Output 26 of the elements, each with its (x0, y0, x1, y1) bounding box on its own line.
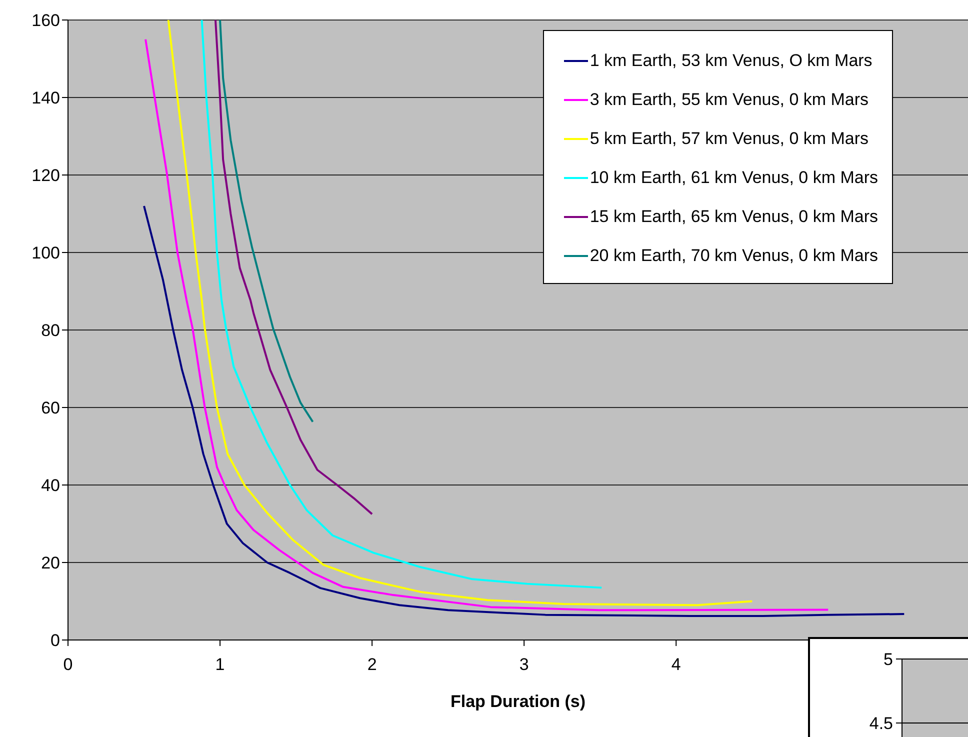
y-tick-label: 40 (41, 476, 60, 496)
line-series (143, 205, 906, 617)
text: 4.5 (869, 714, 893, 733)
legend-label: 1 km Earth, 53 km Venus, O km Mars (590, 50, 872, 70)
x-tick-label: 4 (671, 655, 681, 674)
y-tick-label: 100 (32, 244, 60, 263)
y-tick-label: 20 (41, 554, 60, 573)
legend-label: 3 km Earth, 55 km Venus, 0 km Mars (590, 90, 869, 110)
x-axis-title: Flap Duration (s) (450, 692, 586, 712)
legend-label: 15 km Earth, 65 km Venus, 0 km Mars (590, 206, 878, 226)
y-tick-label: 80 (41, 321, 60, 340)
y-tick-label: 0 (50, 631, 60, 650)
x-tick-label: 2 (367, 655, 377, 674)
line-series (219, 20, 314, 423)
y-tick-label: 160 (32, 11, 60, 30)
y-tick-label: 120 (32, 166, 60, 186)
y-tick-label: 140 (32, 88, 60, 108)
line-series (214, 20, 374, 516)
legend-label: 10 km Earth, 61 km Venus, 0 km Mars (590, 168, 878, 188)
x-tick-label: 0 (63, 655, 73, 674)
x-tick-label: 3 (519, 655, 529, 674)
x-tick-label: 1 (215, 655, 225, 674)
legend-label: 5 km Earth, 57 km Venus, 0 km Mars (590, 128, 869, 148)
text: 5 (884, 650, 893, 669)
y-tick-label: 60 (41, 398, 60, 418)
legend-label: 20 km Earth, 70 km Venus, 0 km Mars (590, 246, 878, 266)
